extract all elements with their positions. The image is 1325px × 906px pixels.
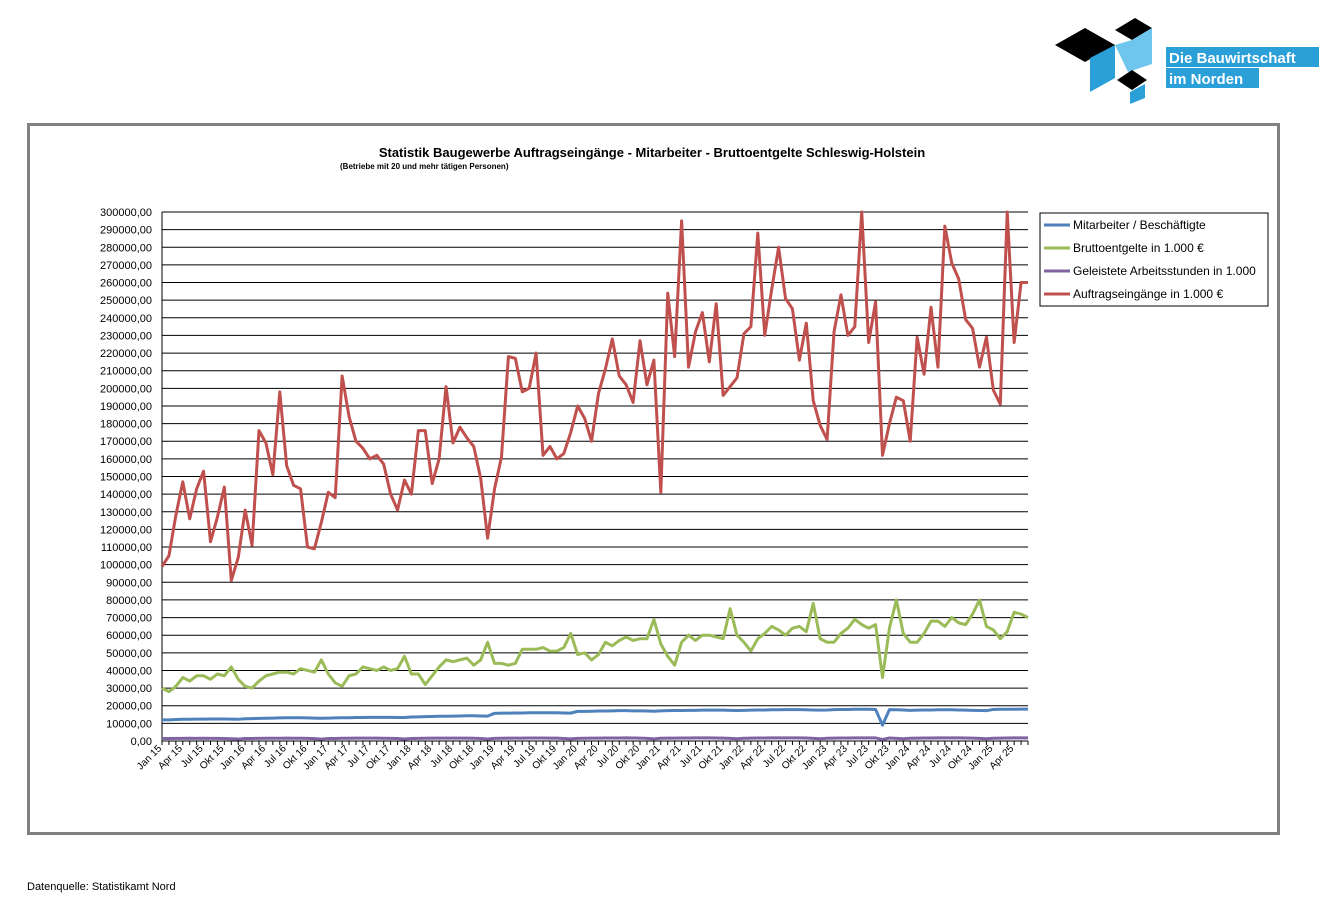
y-tick-label: 50000,00 (106, 648, 152, 660)
series-line (160, 210, 1028, 583)
y-tick-label: 70000,00 (106, 613, 152, 625)
y-tick-label: 60000,00 (106, 630, 152, 642)
logo-text: im Norden (1169, 71, 1243, 88)
y-tick-label: 240000,00 (100, 313, 152, 325)
y-tick-label: 20000,00 (106, 701, 152, 713)
y-tick-label: 160000,00 (100, 454, 152, 466)
footer: Datenquelle: Statistikamt Nord (27, 881, 176, 893)
logo: Die Bauwirtschaft im Norden (1055, 18, 1319, 104)
logo-text: Die Bauwirtschaft (1169, 50, 1296, 67)
legend-box (1039, 212, 1269, 307)
y-tick-label: 220000,00 (100, 348, 152, 360)
y-tick-label: 80000,00 (106, 595, 152, 607)
series-line (162, 707, 1028, 727)
y-tick-label: 290000,00 (100, 225, 152, 237)
y-tick-label: 140000,00 (100, 489, 152, 501)
logo-shape (1090, 45, 1115, 92)
chart-subtitle: (Betriebe mit 20 und mehr tätigen Person… (340, 162, 509, 171)
y-tick-label: 260000,00 (100, 278, 152, 290)
logo-shape (1130, 84, 1145, 104)
legend-label: Mitarbeiter / Beschäftigte (1073, 218, 1206, 232)
y-tick-label: 300000,00 (100, 207, 152, 219)
logo-box (1166, 68, 1259, 88)
logo-box (1166, 47, 1319, 67)
legend-label: Geleistete Arbeitsstunden in 1.000 (1073, 264, 1256, 278)
logo-shape (1115, 28, 1152, 72)
legend-label: Auftragseingänge in 1.000 € (1073, 287, 1223, 301)
logo-shape (1115, 18, 1152, 40)
y-tick-label: 250000,00 (100, 295, 152, 307)
legend-label: Bruttoentgelte in 1.000 € (1073, 241, 1204, 255)
y-tick-label: 190000,00 (100, 401, 152, 413)
y-tick-label: 100000,00 (100, 560, 152, 572)
y-tick-label: 180000,00 (100, 419, 152, 431)
y-tick-label: 90000,00 (106, 577, 152, 589)
y-tick-label: 280000,00 (100, 242, 152, 254)
y-tick-label: 230000,00 (100, 330, 152, 342)
y-tick-label: 0,00 (131, 736, 152, 748)
y-tick-label: 40000,00 (106, 665, 152, 677)
y-tick-label: 200000,00 (100, 383, 152, 395)
y-tick-label: 10000,00 (106, 718, 152, 730)
series-line (161, 736, 1029, 741)
y-tick-label: 270000,00 (100, 260, 152, 272)
chart-title: Statistik Baugewerbe Auftragseingänge - … (379, 145, 925, 160)
y-tick-label: 210000,00 (100, 366, 152, 378)
y-tick-label: 110000,00 (101, 542, 152, 554)
y-tick-label: 130000,00 (100, 507, 152, 519)
y-tick-label: 30000,00 (106, 683, 152, 695)
y-tick-label: 150000,00 (100, 472, 152, 484)
series-line (161, 598, 1029, 694)
y-tick-label: 170000,00 (100, 436, 152, 448)
y-tick-label: 120000,00 (100, 524, 152, 536)
logo-shape (1117, 70, 1147, 90)
